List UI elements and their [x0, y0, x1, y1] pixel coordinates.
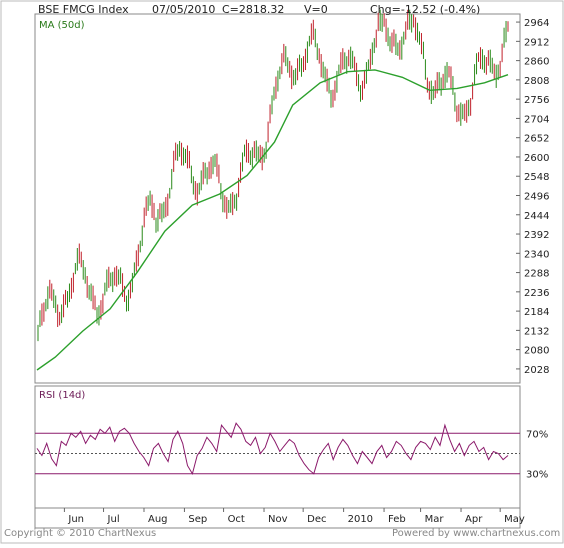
price-y-tick-label: 2756 — [524, 95, 549, 106]
price-y-tick-label: 2132 — [524, 326, 549, 337]
rsi-y-tick-label: 70% — [526, 429, 548, 440]
price-y-tick-label: 2236 — [524, 288, 549, 299]
rsi-line — [36, 422, 509, 475]
x-axis-label: Feb — [388, 514, 406, 525]
price-y-tick-label: 2340 — [524, 249, 549, 260]
x-axis-label: Aug — [148, 514, 168, 525]
price-y-tick-label: 2028 — [524, 365, 549, 376]
x-axis-label: Nov — [268, 514, 288, 525]
price-y-tick-label: 2912 — [524, 37, 549, 48]
header-volume: V=0 — [304, 3, 328, 16]
header-date: 07/05/2010 — [152, 3, 216, 16]
price-y-tick-label: 2444 — [524, 211, 549, 222]
x-axis-label: Sep — [188, 514, 207, 525]
price-y-tick-label: 2964 — [524, 18, 549, 29]
copyright-text: Copyright © 2010 ChartNexus — [4, 528, 157, 539]
ma-line — [36, 69, 509, 371]
powered-by-text: Powered by www.chartnexus.com — [392, 528, 561, 539]
price-y-tick-label: 2392 — [524, 230, 549, 241]
x-axis-label: Jun — [67, 514, 84, 525]
x-axis-label: May — [504, 514, 525, 525]
x-axis-label: Jul — [107, 514, 120, 525]
ma-label: MA (50d) — [39, 20, 85, 31]
rsi-label: RSI (14d) — [39, 390, 86, 401]
price-y-tick-label: 2808 — [524, 76, 549, 87]
price-y-tick-label: 2860 — [524, 57, 549, 68]
header-change: Chg=-12.52 (-0.4%) — [370, 3, 481, 16]
x-axis-label: Oct — [228, 514, 245, 525]
x-axis-frame — [34, 507, 521, 529]
rsi-y-tick-label: 30% — [526, 470, 548, 481]
x-axis-label: Dec — [307, 514, 326, 525]
price-y-tick-label: 2600 — [524, 153, 549, 164]
x-axis-label: Apr — [465, 514, 483, 525]
x-axis-label: 2010 — [348, 514, 373, 525]
price-y-tick-label: 2184 — [524, 307, 549, 318]
price-y-tick-label: 2548 — [524, 172, 549, 183]
x-axis-label: Mar — [425, 514, 445, 525]
price-y-tick-label: 2080 — [524, 346, 549, 357]
chart-title: BSE FMCG Index — [38, 3, 129, 16]
price-y-tick-label: 2704 — [524, 114, 549, 125]
price-y-tick-label: 2496 — [524, 191, 549, 202]
price-y-tick-label: 2288 — [524, 269, 549, 280]
header-close: C=2818.32 — [222, 3, 285, 16]
price-y-tick-label: 2652 — [524, 134, 549, 145]
